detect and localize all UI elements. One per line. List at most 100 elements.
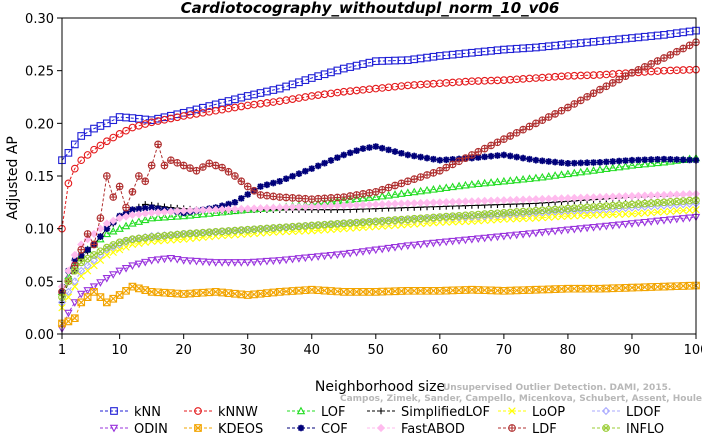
data-point xyxy=(90,145,98,154)
data-point xyxy=(538,194,547,204)
legend-marker xyxy=(601,406,611,416)
data-point xyxy=(115,182,124,191)
data-point xyxy=(83,287,92,295)
legend-marker xyxy=(194,407,202,415)
data-point xyxy=(198,258,208,266)
data-point xyxy=(416,173,425,181)
x-axis-label: Neighborhood size xyxy=(315,379,445,395)
data-point xyxy=(634,283,643,292)
data-point xyxy=(621,192,630,201)
data-point xyxy=(256,258,265,266)
data-point xyxy=(70,314,79,323)
data-point xyxy=(160,161,169,170)
data-point xyxy=(595,192,605,202)
data-point xyxy=(276,177,284,185)
data-point xyxy=(615,192,624,201)
data-point xyxy=(673,207,681,215)
series-odin xyxy=(57,213,701,334)
data-point xyxy=(230,204,239,214)
data-point xyxy=(141,205,149,212)
y-tick-label: 0.05 xyxy=(25,275,54,290)
data-point xyxy=(608,192,617,201)
data-point xyxy=(506,210,515,219)
data-point xyxy=(365,193,374,201)
data-point xyxy=(551,110,559,118)
data-point xyxy=(397,189,406,197)
data-point xyxy=(627,191,637,201)
data-point xyxy=(262,257,272,266)
data-point xyxy=(500,215,508,223)
data-point xyxy=(372,143,380,150)
data-point xyxy=(102,298,111,307)
data-point xyxy=(409,187,419,196)
data-point xyxy=(646,218,656,226)
data-point xyxy=(90,261,98,270)
legend-item-kdeos: KDEOS xyxy=(184,422,263,434)
data-point xyxy=(627,161,637,169)
data-point xyxy=(295,286,303,295)
data-point xyxy=(614,221,624,230)
data-point xyxy=(166,207,175,216)
legend-marker xyxy=(508,407,516,415)
data-point xyxy=(531,195,540,204)
series-line xyxy=(61,216,697,329)
data-point xyxy=(538,214,546,222)
data-point xyxy=(237,93,246,102)
data-point xyxy=(678,215,688,223)
data-point xyxy=(121,221,131,230)
data-point xyxy=(545,213,553,221)
data-point xyxy=(589,211,598,219)
data-point xyxy=(628,200,636,209)
data-point xyxy=(128,262,137,270)
data-point xyxy=(480,234,489,243)
data-point xyxy=(615,284,624,292)
data-point xyxy=(590,159,597,166)
data-point xyxy=(378,185,387,194)
data-point xyxy=(512,208,521,216)
data-point xyxy=(224,259,233,267)
data-point xyxy=(596,159,604,166)
data-point xyxy=(519,154,527,162)
data-point xyxy=(358,218,368,227)
data-point xyxy=(679,282,688,290)
data-point xyxy=(422,240,432,249)
data-point xyxy=(640,63,649,71)
legend-label: LDOF xyxy=(626,405,661,420)
data-point xyxy=(371,246,381,255)
data-point xyxy=(250,290,258,299)
data-point xyxy=(301,202,310,211)
data-point xyxy=(243,291,252,299)
data-point xyxy=(256,191,265,199)
data-point xyxy=(442,156,450,164)
data-point xyxy=(282,175,290,183)
data-point xyxy=(243,259,252,267)
data-point xyxy=(64,317,73,326)
data-point xyxy=(115,238,124,247)
data-point xyxy=(595,165,605,173)
data-point xyxy=(628,156,636,164)
data-point xyxy=(96,256,105,264)
data-point xyxy=(83,267,92,275)
data-point xyxy=(506,152,514,160)
data-point xyxy=(679,190,688,199)
data-point xyxy=(422,185,432,194)
data-point xyxy=(173,159,182,167)
data-point xyxy=(153,208,163,217)
data-point xyxy=(128,218,137,227)
data-point xyxy=(448,197,457,206)
data-point xyxy=(358,200,368,209)
data-point xyxy=(122,203,130,212)
data-point xyxy=(108,226,118,235)
data-point xyxy=(550,171,560,179)
data-point xyxy=(313,253,323,261)
data-point xyxy=(480,196,489,205)
data-point xyxy=(134,210,143,219)
data-point xyxy=(410,152,418,160)
data-point xyxy=(532,214,540,222)
data-point xyxy=(96,293,105,301)
data-point xyxy=(327,194,335,202)
data-point xyxy=(320,252,329,261)
data-point xyxy=(634,209,643,218)
data-point xyxy=(103,251,111,259)
data-point xyxy=(211,205,220,214)
